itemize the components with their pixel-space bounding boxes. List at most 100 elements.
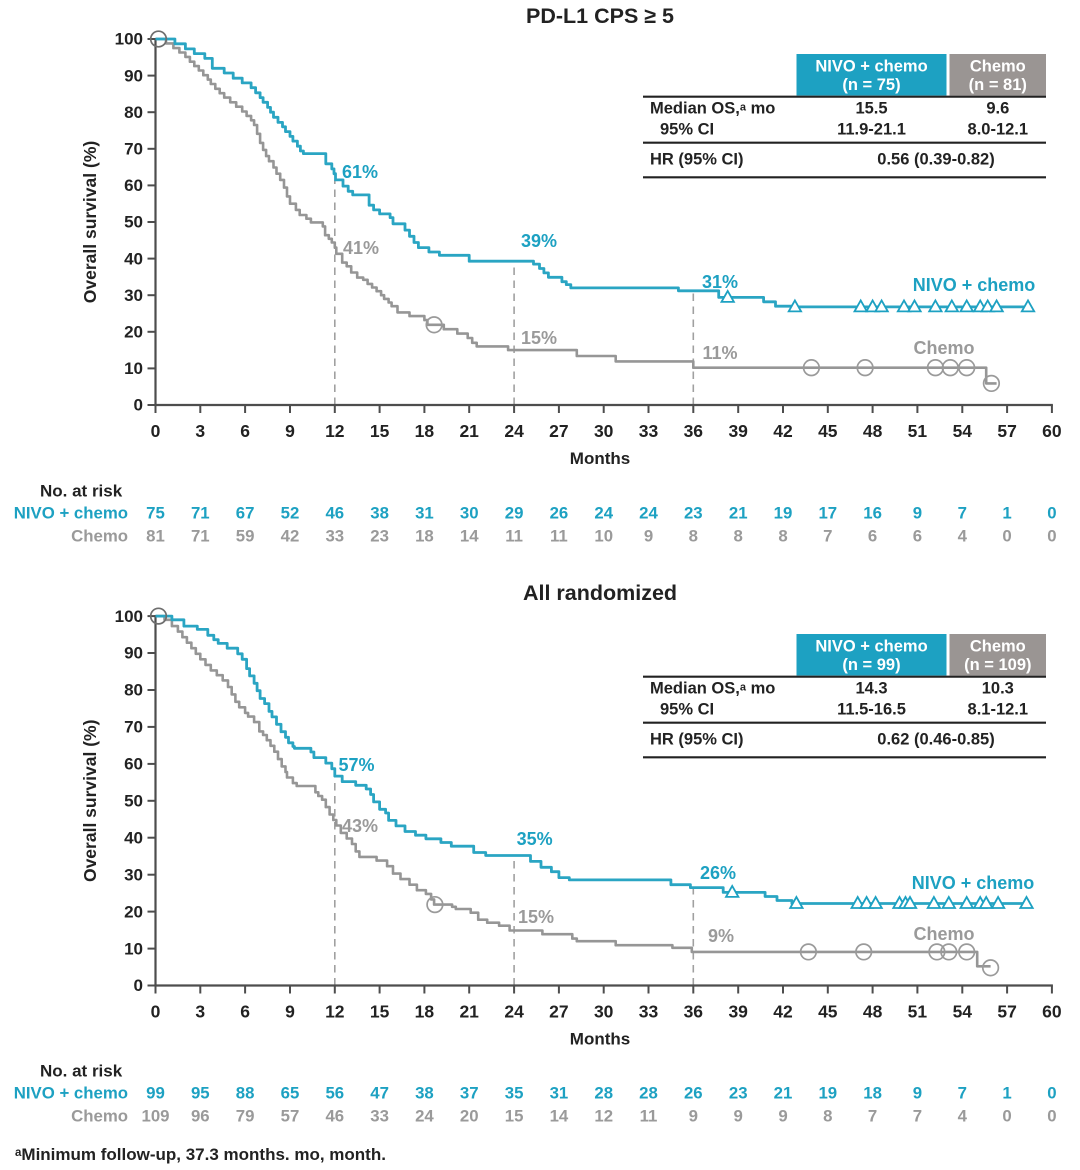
svg-text:42: 42 xyxy=(281,527,300,546)
svg-text:6: 6 xyxy=(913,527,922,546)
svg-text:59: 59 xyxy=(236,527,255,546)
svg-text:57: 57 xyxy=(997,1002,1016,1022)
svg-text:18: 18 xyxy=(415,527,434,546)
svg-text:HR (95% CI): HR (95% CI) xyxy=(650,731,744,749)
svg-text:9: 9 xyxy=(913,504,922,523)
svg-text:90: 90 xyxy=(124,66,143,85)
svg-text:39: 39 xyxy=(728,1002,748,1022)
svg-text:33: 33 xyxy=(325,527,344,546)
svg-text:10.3: 10.3 xyxy=(982,680,1014,698)
svg-text:0: 0 xyxy=(1002,1107,1011,1126)
svg-text:56: 56 xyxy=(325,1084,344,1103)
svg-text:40: 40 xyxy=(124,249,143,268)
svg-text:6: 6 xyxy=(868,527,877,546)
svg-text:15: 15 xyxy=(505,1107,524,1126)
svg-text:41%: 41% xyxy=(343,238,379,258)
svg-text:12: 12 xyxy=(594,1107,613,1126)
svg-text:7: 7 xyxy=(868,1107,877,1126)
svg-text:aMinimum follow-up, 37.3 month: aMinimum follow-up, 37.3 months. mo, mon… xyxy=(15,1145,386,1164)
svg-text:71: 71 xyxy=(191,527,210,546)
svg-text:Chemo: Chemo xyxy=(970,58,1026,76)
svg-text:0: 0 xyxy=(1047,527,1056,546)
svg-text:1: 1 xyxy=(1002,504,1011,523)
svg-text:28: 28 xyxy=(639,1084,658,1103)
svg-text:70: 70 xyxy=(124,140,143,159)
svg-text:15%: 15% xyxy=(518,907,554,927)
svg-text:No. at risk: No. at risk xyxy=(40,1061,123,1080)
svg-text:47: 47 xyxy=(370,1084,389,1103)
svg-text:7: 7 xyxy=(823,527,832,546)
svg-text:Overall survival (%): Overall survival (%) xyxy=(80,720,100,882)
svg-text:60: 60 xyxy=(1042,421,1062,441)
svg-text:57%: 57% xyxy=(338,755,374,775)
svg-text:0.62 (0.46-0.85): 0.62 (0.46-0.85) xyxy=(877,731,994,749)
svg-text:Chemo: Chemo xyxy=(970,638,1026,656)
svg-text:60: 60 xyxy=(124,755,143,774)
svg-text:24: 24 xyxy=(504,1002,524,1022)
svg-text:23: 23 xyxy=(729,1084,748,1103)
svg-text:26%: 26% xyxy=(700,863,736,883)
svg-text:27: 27 xyxy=(549,421,568,441)
svg-text:52: 52 xyxy=(281,504,300,523)
svg-text:9: 9 xyxy=(913,1084,922,1103)
svg-text:71: 71 xyxy=(191,504,210,523)
svg-text:99: 99 xyxy=(146,1084,165,1103)
svg-text:7: 7 xyxy=(958,504,967,523)
svg-text:26: 26 xyxy=(684,1084,703,1103)
svg-text:Chemo: Chemo xyxy=(71,1107,128,1126)
svg-text:3: 3 xyxy=(195,1002,205,1022)
svg-text:9%: 9% xyxy=(708,926,734,946)
svg-text:0: 0 xyxy=(134,396,143,415)
svg-text:33: 33 xyxy=(639,421,659,441)
svg-text:51: 51 xyxy=(908,1002,928,1022)
svg-text:30: 30 xyxy=(124,865,143,884)
svg-text:7: 7 xyxy=(913,1107,922,1126)
svg-text:46: 46 xyxy=(325,504,344,523)
svg-text:NIVO + chemo: NIVO + chemo xyxy=(14,1084,128,1103)
svg-text:1: 1 xyxy=(1002,1084,1011,1103)
svg-text:37: 37 xyxy=(460,1084,479,1103)
svg-text:40: 40 xyxy=(124,828,143,847)
svg-text:36: 36 xyxy=(684,421,704,441)
svg-text:NIVO + chemo: NIVO + chemo xyxy=(913,275,1036,295)
svg-text:30: 30 xyxy=(124,286,143,305)
svg-text:Overall survival (%): Overall survival (%) xyxy=(80,141,100,303)
svg-text:11: 11 xyxy=(640,1107,658,1126)
svg-text:3: 3 xyxy=(195,421,205,441)
svg-text:6: 6 xyxy=(240,1002,250,1022)
svg-text:90: 90 xyxy=(124,644,143,663)
svg-text:80: 80 xyxy=(124,103,143,122)
svg-text:30: 30 xyxy=(460,504,479,523)
svg-text:48: 48 xyxy=(863,1002,883,1022)
svg-text:12: 12 xyxy=(325,421,345,441)
svg-text:50: 50 xyxy=(124,213,143,232)
svg-text:51: 51 xyxy=(908,421,928,441)
svg-text:38: 38 xyxy=(415,1084,434,1103)
svg-text:31: 31 xyxy=(415,504,434,523)
svg-text:9.6: 9.6 xyxy=(986,100,1009,118)
svg-text:24: 24 xyxy=(415,1107,434,1126)
svg-text:70: 70 xyxy=(124,718,143,737)
svg-text:11.5-16.5: 11.5-16.5 xyxy=(837,701,906,719)
svg-text:16: 16 xyxy=(863,504,882,523)
svg-text:0: 0 xyxy=(151,421,161,441)
svg-text:0: 0 xyxy=(1047,1107,1056,1126)
svg-text:100: 100 xyxy=(115,607,143,626)
svg-text:NIVO + chemo: NIVO + chemo xyxy=(14,504,128,523)
svg-text:No. at risk: No. at risk xyxy=(40,481,123,500)
svg-text:(n = 109): (n = 109) xyxy=(964,656,1031,674)
svg-text:Chemo: Chemo xyxy=(71,527,128,546)
svg-text:57: 57 xyxy=(997,421,1016,441)
svg-text:11.9-21.1: 11.9-21.1 xyxy=(837,121,906,139)
svg-text:18: 18 xyxy=(415,421,435,441)
svg-text:0: 0 xyxy=(151,1002,161,1022)
svg-text:11: 11 xyxy=(505,527,523,546)
svg-text:Median OS,a mo: Median OS,a mo xyxy=(650,680,775,698)
svg-text:39: 39 xyxy=(728,421,748,441)
svg-text:18: 18 xyxy=(863,1084,882,1103)
svg-text:38: 38 xyxy=(370,504,389,523)
svg-text:95% CI: 95% CI xyxy=(660,121,714,139)
svg-text:67: 67 xyxy=(236,504,255,523)
svg-text:0: 0 xyxy=(1047,504,1056,523)
svg-text:11%: 11% xyxy=(702,343,737,363)
